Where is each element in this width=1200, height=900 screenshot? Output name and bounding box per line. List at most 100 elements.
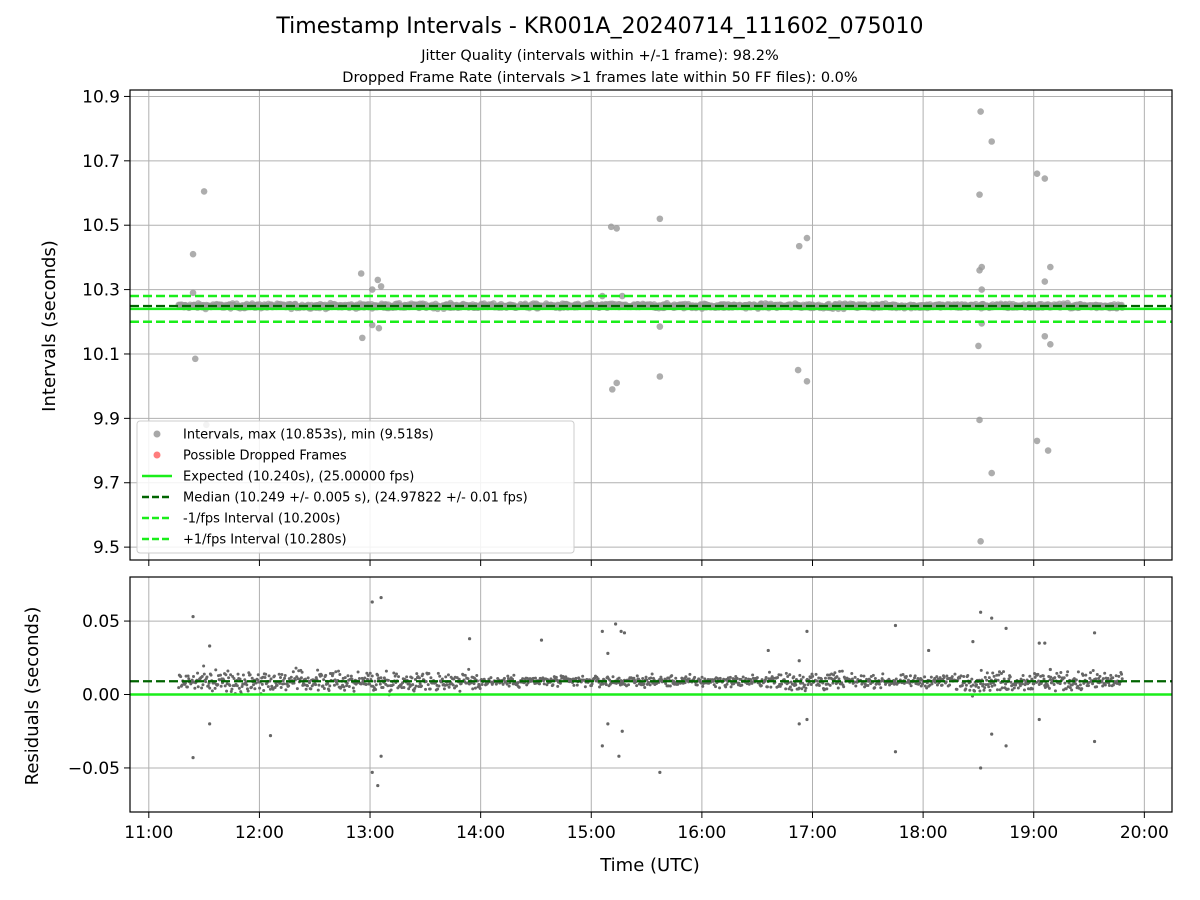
residual-point bbox=[542, 682, 546, 686]
residual-point bbox=[378, 682, 382, 686]
residual-point bbox=[744, 677, 748, 681]
residual-point bbox=[670, 674, 674, 678]
residual-point bbox=[948, 683, 952, 687]
residual-point bbox=[192, 675, 196, 679]
residual-point bbox=[835, 675, 839, 679]
residual-point bbox=[250, 685, 254, 689]
residual-point bbox=[600, 629, 604, 633]
residual-point bbox=[859, 674, 863, 678]
residual-point bbox=[921, 682, 925, 686]
residual-point bbox=[337, 669, 341, 673]
residual-point bbox=[1009, 680, 1013, 684]
interval-point bbox=[656, 215, 664, 223]
residual-point bbox=[421, 672, 425, 676]
residual-point bbox=[1043, 641, 1047, 645]
residual-point bbox=[725, 682, 729, 686]
x-tick-label: 14:00 bbox=[456, 823, 505, 843]
residual-point bbox=[797, 686, 801, 690]
residual-point bbox=[381, 685, 385, 689]
interval-point bbox=[977, 108, 984, 115]
residual-point bbox=[418, 682, 422, 686]
residual-point bbox=[225, 689, 229, 693]
residual-point bbox=[789, 680, 793, 684]
residual-point bbox=[343, 676, 347, 680]
interval-point bbox=[975, 342, 982, 350]
residual-point bbox=[308, 681, 312, 685]
residual-point bbox=[985, 671, 989, 675]
residual-point bbox=[643, 685, 647, 689]
residual-point bbox=[881, 672, 885, 676]
residual-point bbox=[275, 683, 279, 687]
top-y-tick-label: 9.7 bbox=[93, 474, 120, 494]
residual-point bbox=[788, 673, 792, 677]
residual-point bbox=[1087, 684, 1091, 688]
residual-point bbox=[873, 686, 877, 690]
residual-point bbox=[764, 676, 768, 680]
residual-point bbox=[718, 686, 722, 690]
residual-point bbox=[635, 674, 639, 678]
residual-point bbox=[632, 676, 636, 680]
residual-point bbox=[1048, 667, 1052, 672]
residual-point bbox=[803, 683, 807, 687]
residual-point bbox=[246, 689, 250, 693]
residual-point bbox=[189, 682, 193, 686]
residual-point bbox=[975, 683, 979, 687]
residual-point bbox=[1041, 674, 1045, 678]
residual-point bbox=[964, 683, 968, 687]
residual-point bbox=[237, 686, 241, 690]
residual-point bbox=[964, 687, 968, 691]
residual-point bbox=[457, 677, 461, 681]
residual-point bbox=[472, 682, 476, 686]
residual-point bbox=[862, 674, 866, 678]
residual-point bbox=[374, 683, 378, 687]
residual-point bbox=[810, 672, 814, 676]
residual-point bbox=[604, 683, 608, 687]
residual-point bbox=[438, 674, 442, 678]
residual-point bbox=[806, 683, 810, 687]
residual-point bbox=[983, 675, 987, 679]
residual-point bbox=[379, 595, 383, 600]
residual-point bbox=[983, 686, 987, 690]
residual-point bbox=[797, 722, 801, 726]
interval-point bbox=[368, 286, 376, 293]
residual-point bbox=[295, 687, 299, 691]
residual-point bbox=[427, 671, 431, 675]
residual-point bbox=[245, 683, 249, 687]
residual-point bbox=[894, 677, 898, 681]
residual-point bbox=[263, 676, 267, 680]
residual-point bbox=[658, 770, 662, 774]
residual-point bbox=[316, 668, 320, 672]
residual-point bbox=[235, 684, 239, 688]
residual-point bbox=[208, 644, 212, 648]
residual-point bbox=[455, 684, 459, 688]
residual-point bbox=[1064, 687, 1068, 691]
residual-point bbox=[769, 685, 773, 689]
residual-point bbox=[1100, 679, 1104, 683]
residual-point bbox=[224, 673, 228, 677]
residual-point bbox=[1084, 673, 1088, 677]
interval-point bbox=[1047, 263, 1054, 271]
residual-point bbox=[350, 677, 354, 681]
residual-point bbox=[908, 674, 912, 678]
residual-point bbox=[929, 675, 933, 679]
residual-point bbox=[893, 679, 897, 683]
residual-point bbox=[299, 676, 303, 680]
residual-point bbox=[428, 687, 432, 691]
residual-point bbox=[803, 689, 807, 693]
residual-point bbox=[478, 687, 482, 691]
residual-point bbox=[419, 684, 423, 688]
residual-point bbox=[600, 744, 604, 748]
residual-point bbox=[766, 648, 770, 653]
bottom-y-tick-label: 0.05 bbox=[82, 612, 120, 632]
residual-point bbox=[411, 683, 415, 687]
residual-point bbox=[987, 685, 991, 689]
interval-point bbox=[1033, 437, 1041, 445]
residual-point bbox=[1049, 675, 1053, 679]
residual-point bbox=[648, 683, 652, 687]
interval-point bbox=[1044, 447, 1052, 454]
residual-point bbox=[981, 682, 985, 686]
residual-point bbox=[364, 683, 368, 687]
residual-point bbox=[985, 678, 989, 682]
residual-point bbox=[1101, 684, 1105, 688]
residual-point bbox=[923, 675, 927, 679]
